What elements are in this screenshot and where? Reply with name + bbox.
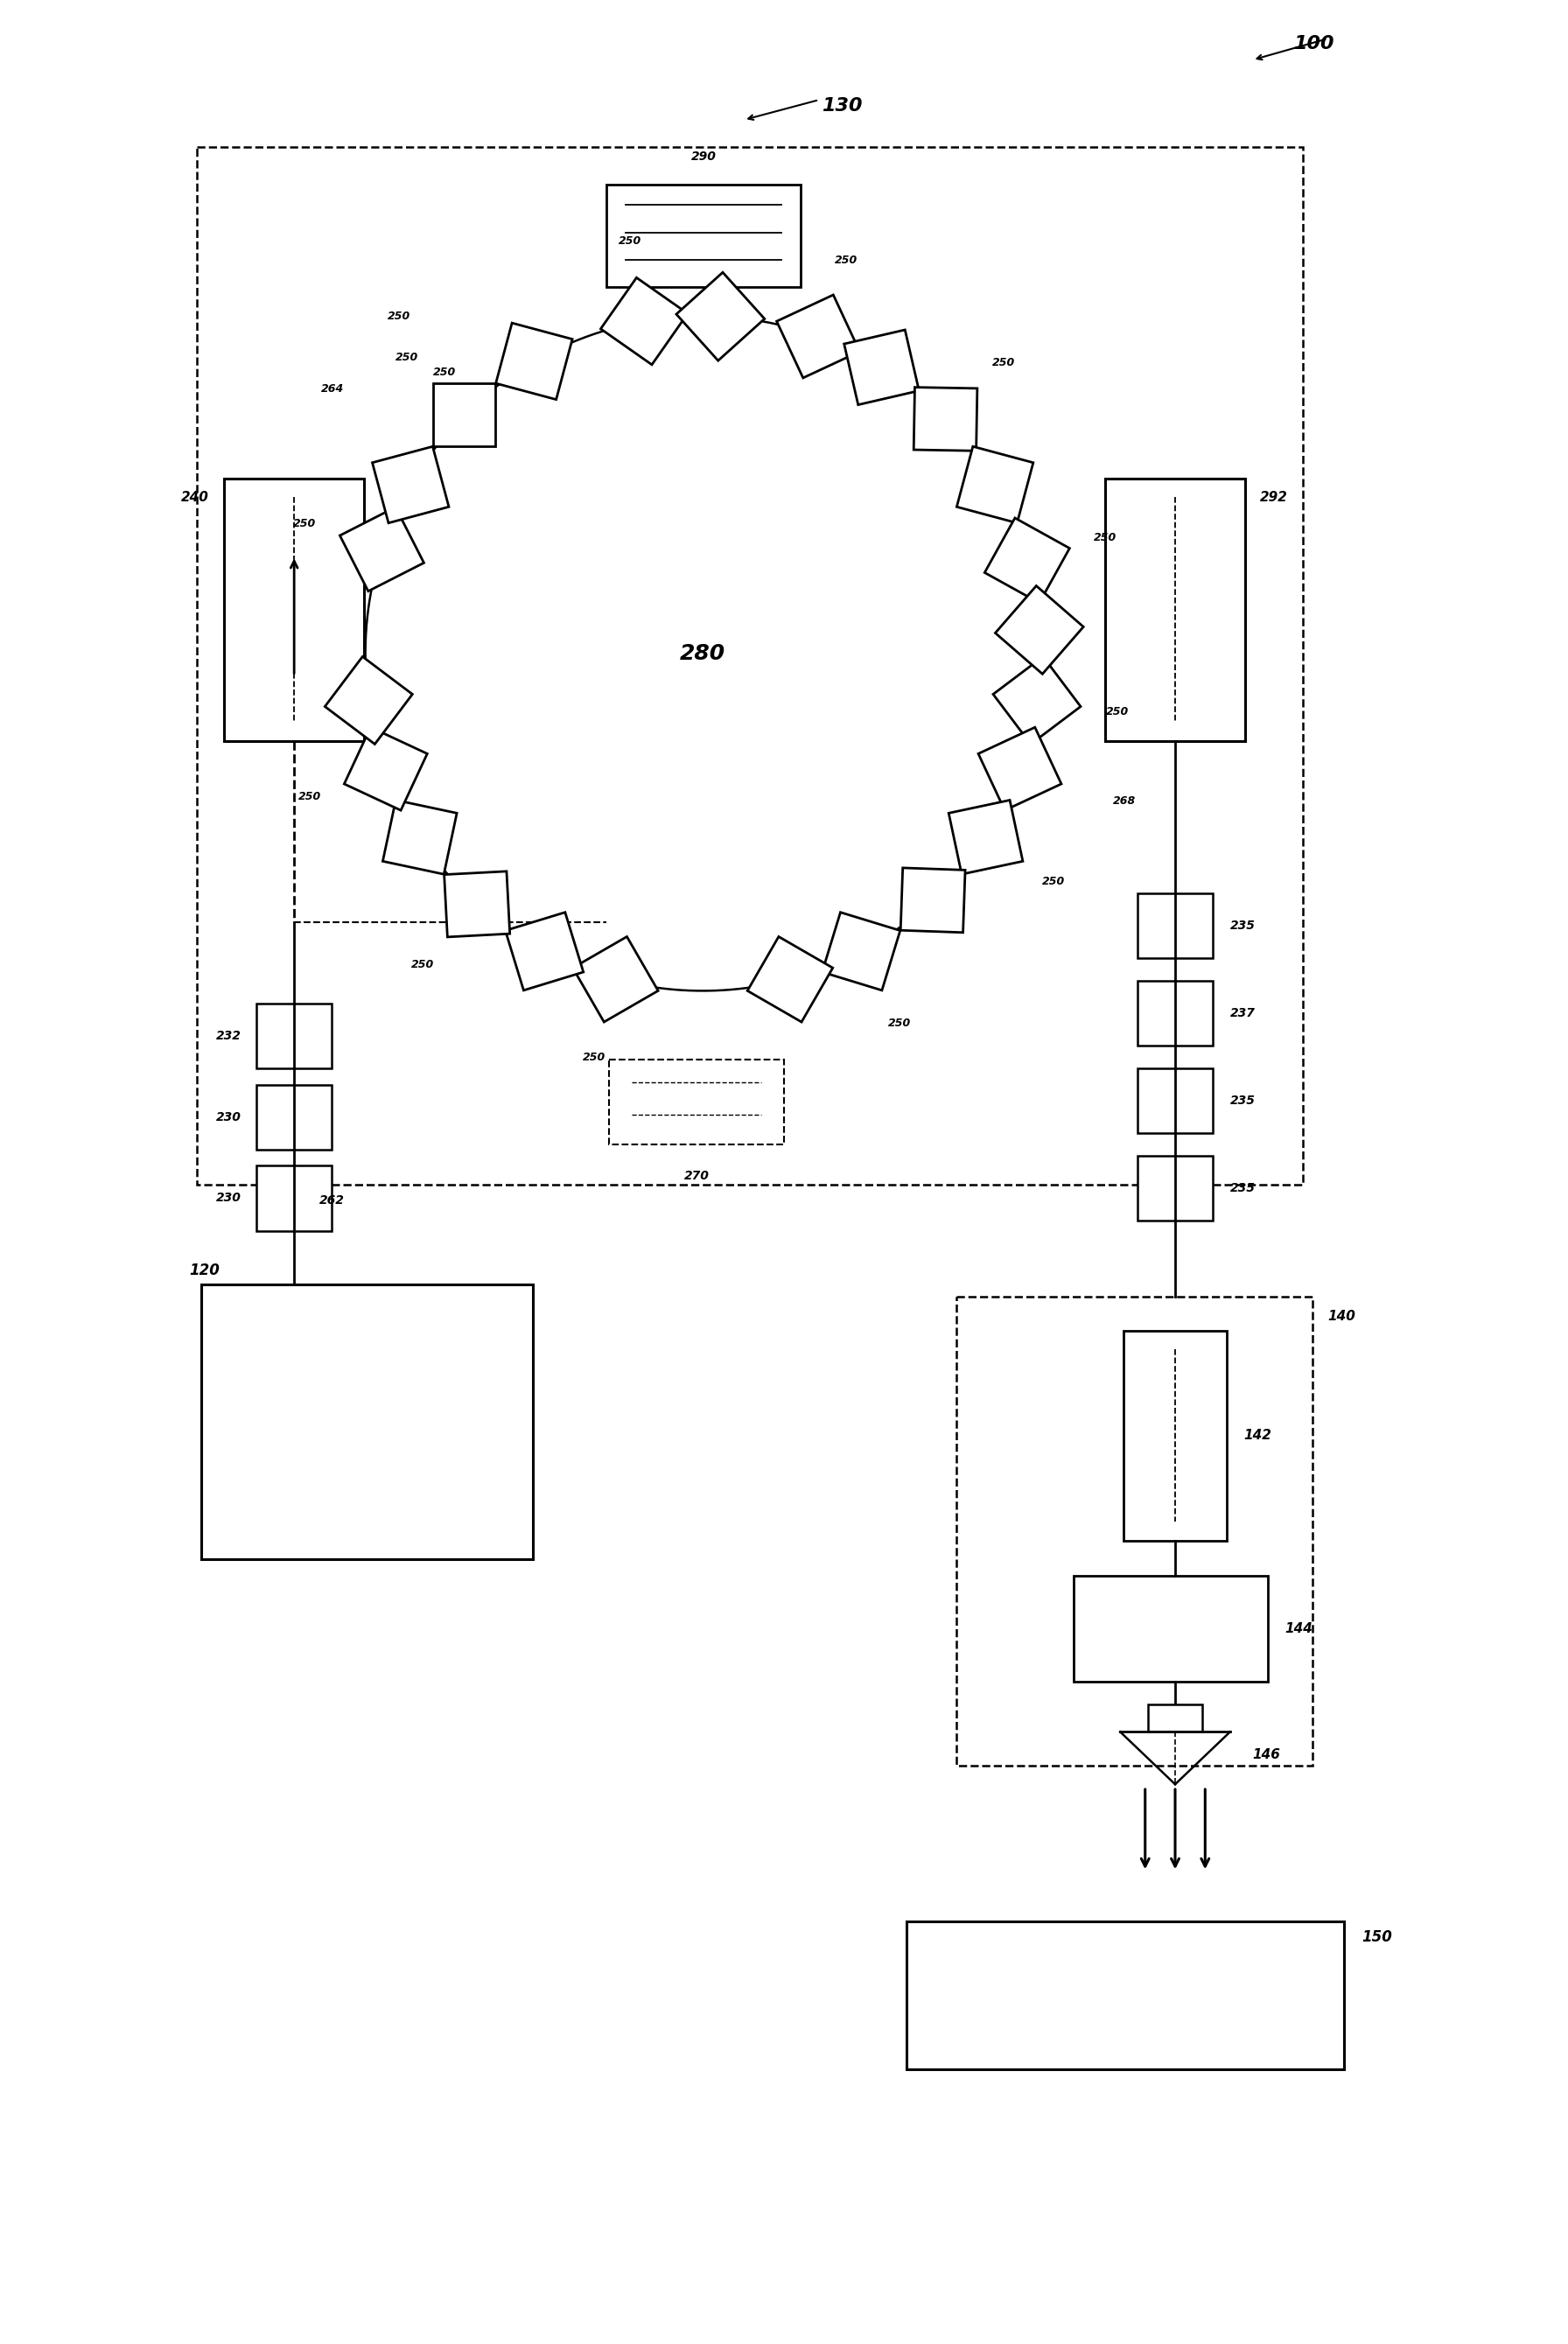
Polygon shape [978, 727, 1062, 811]
Polygon shape [996, 586, 1083, 675]
Text: 237: 237 [1231, 1008, 1256, 1020]
Polygon shape [572, 938, 659, 1022]
Text: 292: 292 [1261, 490, 1287, 504]
Bar [257, 1165, 331, 1231]
Polygon shape [900, 867, 966, 933]
Bar [1148, 1704, 1203, 1732]
Polygon shape [949, 799, 1022, 874]
Text: 250: 250 [298, 790, 321, 802]
Polygon shape [776, 295, 859, 377]
Polygon shape [748, 938, 833, 1022]
Polygon shape [495, 323, 572, 398]
Text: 250: 250 [1094, 532, 1116, 544]
Text: 146: 146 [1253, 1749, 1281, 1760]
Bar [1138, 1156, 1212, 1221]
Text: 130: 130 [822, 98, 862, 115]
Polygon shape [505, 912, 583, 989]
Text: 100: 100 [1294, 35, 1334, 52]
Text: 270: 270 [684, 1170, 709, 1181]
Text: 250: 250 [387, 309, 411, 321]
Text: 144: 144 [1286, 1622, 1312, 1636]
Text: 250: 250 [887, 1017, 911, 1029]
Text: 142: 142 [1243, 1430, 1272, 1442]
Polygon shape [601, 277, 688, 366]
Bar [1138, 1069, 1212, 1132]
Text: 250: 250 [583, 1052, 605, 1064]
Polygon shape [340, 506, 423, 591]
Text: 262: 262 [320, 1195, 345, 1207]
Bar [607, 185, 800, 288]
Text: 230: 230 [216, 1193, 241, 1205]
Text: 264: 264 [321, 382, 343, 394]
Text: 250: 250 [1105, 706, 1129, 717]
Text: 140: 140 [1328, 1310, 1355, 1322]
Text: 120: 120 [190, 1263, 220, 1277]
Bar [1138, 980, 1212, 1045]
Text: 290: 290 [691, 150, 717, 162]
Polygon shape [993, 656, 1080, 743]
Bar [906, 1922, 1344, 2070]
Text: 235: 235 [1231, 919, 1256, 933]
Polygon shape [372, 445, 448, 523]
Bar [196, 148, 1303, 1184]
Text: 235: 235 [1231, 1181, 1256, 1195]
Text: 268: 268 [1113, 795, 1135, 806]
Bar [608, 1059, 784, 1144]
Bar [257, 1085, 331, 1149]
Polygon shape [444, 872, 510, 938]
Text: 250: 250 [834, 255, 858, 265]
Text: 250: 250 [293, 518, 317, 530]
Polygon shape [822, 912, 900, 989]
Text: 150: 150 [1361, 1929, 1392, 1946]
Bar [956, 1296, 1312, 1765]
Polygon shape [844, 331, 919, 406]
Text: 235: 235 [1231, 1095, 1256, 1106]
Polygon shape [433, 384, 495, 445]
Text: 230: 230 [216, 1111, 241, 1123]
Text: 232: 232 [216, 1029, 241, 1043]
Text: 240: 240 [182, 490, 209, 504]
Polygon shape [325, 656, 412, 743]
Bar [1138, 893, 1212, 959]
Polygon shape [985, 518, 1069, 602]
Text: 250: 250 [993, 356, 1016, 368]
Text: 250: 250 [619, 234, 641, 246]
Bar [202, 1285, 533, 1559]
Polygon shape [914, 387, 977, 450]
Text: 250: 250 [1043, 877, 1065, 886]
Bar [1074, 1575, 1267, 1683]
Bar [1124, 1331, 1226, 1540]
Text: 250: 250 [411, 959, 434, 970]
Bar [1105, 478, 1245, 741]
Bar [257, 1003, 331, 1069]
Text: 250: 250 [433, 366, 456, 377]
Polygon shape [383, 799, 456, 874]
Text: 250: 250 [395, 352, 419, 363]
Bar [224, 478, 364, 741]
Polygon shape [676, 272, 765, 361]
Polygon shape [345, 727, 426, 811]
Text: 280: 280 [681, 642, 726, 663]
Polygon shape [956, 445, 1033, 523]
